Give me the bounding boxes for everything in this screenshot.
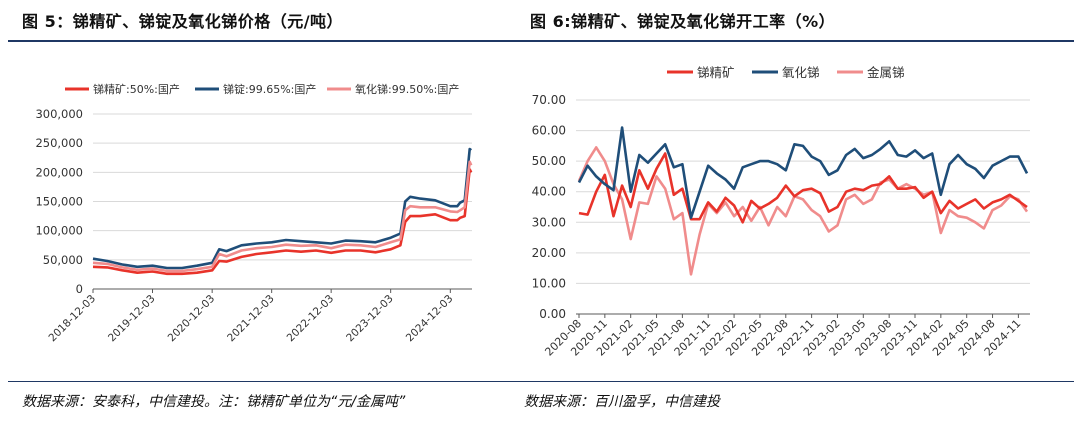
utilization-line-chart: 0.0010.0020.0030.0040.0050.0060.0070.002… [532, 65, 1030, 359]
y-tick-label: 30.00 [532, 215, 566, 229]
series-line [577, 126, 1029, 219]
chart-source: 数据来源：百川盈孚，中信建投 [524, 394, 720, 410]
legend-label: 金属锑 [867, 65, 905, 80]
x-tick-label: 2021-12-03 [225, 293, 277, 345]
x-tick-label: 2018-12-03 [46, 293, 98, 345]
bottom-rule [8, 381, 1074, 382]
y-tick-label: 60.00 [532, 124, 566, 138]
y-tick-label: 250,000 [35, 136, 83, 150]
chart-title: 图 6:锑精矿、锑锭及氧化锑开工率（%） [530, 12, 836, 31]
x-tick-label: 2020-12-03 [166, 293, 218, 345]
y-tick-label: 0.00 [539, 307, 566, 321]
y-tick-label: 20.00 [532, 246, 566, 260]
y-tick-label: 0 [76, 282, 83, 296]
y-tick-label: 40.00 [532, 185, 566, 199]
x-tick-label: 2022-12-03 [285, 293, 337, 345]
legend-label: 锑精矿 [697, 65, 735, 80]
y-tick-label: 100,000 [35, 224, 83, 238]
series-line [578, 152, 1028, 224]
chart-source: 数据来源：安泰科，中信建投。注：锑精矿单位为“元/金属吨” [22, 394, 406, 410]
chart-panel-utilization: 图 6:锑精矿、锑锭及氧化锑开工率（%） 0.00 10.00 20.00 30.00… [530, 0, 1080, 421]
y-tick-label: 50.00 [532, 154, 566, 168]
legend-label: 氧化锑:99.50%:国产 [355, 82, 459, 96]
x-tick-label: 2024-12-03 [404, 293, 456, 345]
chart-panel-price: 图 5：锑精矿、锑锭及氧化锑价格（元/吨） 0 50,000 100,000 150,… [0, 0, 530, 421]
legend-label: 锑精矿:50%:国产 [93, 82, 180, 96]
price-line-chart: 0 50,000 100,000 150,000 200,000 250,000 300,0… [35, 82, 473, 345]
series-line [92, 147, 473, 270]
series-line [92, 168, 473, 276]
legend-label: 锑锭:99.65%:国产 [223, 82, 316, 96]
legend-label: 氧化锑 [782, 65, 820, 80]
y-tick-label: 200,000 [35, 165, 83, 179]
y-tick-label: 50,000 [43, 253, 83, 267]
x-tick-label: 2023-12-03 [344, 293, 396, 345]
series-line [577, 146, 1029, 276]
y-tick-label: 70.00 [532, 93, 566, 107]
y-tick-label: 10.00 [532, 276, 566, 290]
series-line [92, 160, 473, 273]
y-tick-label: 150,000 [35, 195, 83, 209]
chart-title: 图 5：锑精矿、锑锭及氧化锑价格（元/吨） [22, 12, 344, 31]
top-rule [8, 40, 1074, 42]
y-tick-label: 300,000 [35, 107, 83, 121]
x-tick-label: 2019-12-03 [106, 293, 158, 345]
